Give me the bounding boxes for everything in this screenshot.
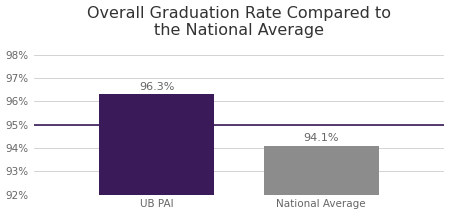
Text: 94.1%: 94.1% [303, 133, 339, 143]
Bar [264, 146, 379, 195]
Title: Overall Graduation Rate Compared to
the National Average: Overall Graduation Rate Compared to the … [87, 6, 391, 38]
Text: 96.3%: 96.3% [139, 82, 175, 92]
Bar [99, 95, 214, 195]
